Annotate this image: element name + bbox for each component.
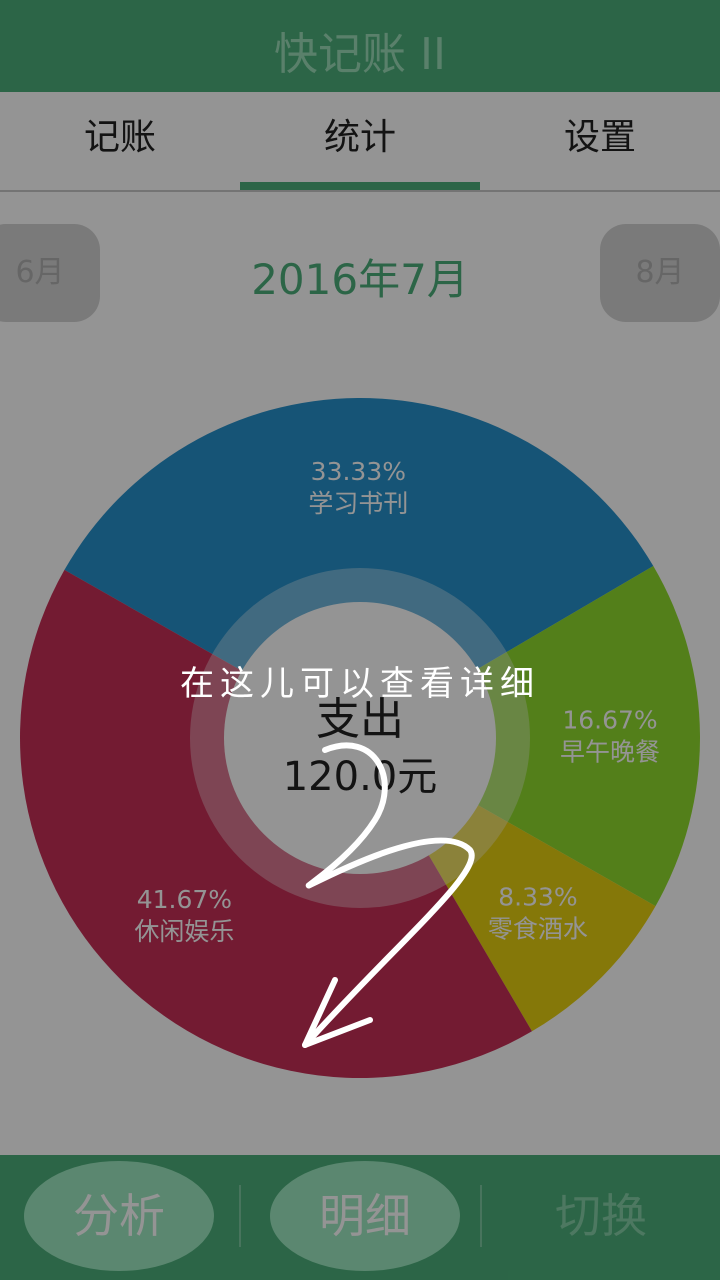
pie-center-total: 120.0元 <box>283 754 438 800</box>
bottom-separator <box>480 1185 482 1247</box>
analyze-button[interactable]: 分析 <box>24 1161 214 1271</box>
pie-center-label: 支出 <box>316 694 404 745</box>
pie-slice-percent: 33.33% <box>311 457 406 486</box>
tabs-divider <box>0 190 720 192</box>
pie-slice[interactable] <box>64 398 654 738</box>
pie-slice-category: 学习书刊 <box>308 489 408 518</box>
pie-slice-category: 零食酒水 <box>488 915 588 944</box>
tab-indicator <box>240 182 480 190</box>
next-month-button[interactable]: 8月 <box>600 224 720 322</box>
switch-button[interactable]: 切换 <box>555 1189 647 1243</box>
pie-center-hole[interactable] <box>224 602 496 874</box>
tab-record[interactable]: 记账 <box>83 117 156 158</box>
pie-slice-category: 早午晚餐 <box>560 737 660 766</box>
pie-slice-category: 休闲娱乐 <box>134 917 234 946</box>
title-bar: 快记账 II <box>0 0 720 92</box>
app-title: 快记账 II <box>274 29 446 80</box>
pie-slice-percent: 8.33% <box>498 883 577 912</box>
expense-pie-chart[interactable]: 支出 120.0元 33.33% 学习书刊 16.67% 早午晚餐 8.33% 零食酒水 4… <box>20 398 700 1078</box>
bottom-separator <box>239 1185 241 1247</box>
guide-arrow-icon <box>302 742 475 1048</box>
bottom-bar: 分析 明细 切换 <box>0 1155 720 1280</box>
tab-settings[interactable]: 设置 <box>563 117 636 158</box>
prev-month-button[interactable]: 6月 <box>0 224 100 322</box>
guide-hint-text: 在这儿可以查看详细 <box>180 664 540 704</box>
detail-button[interactable]: 明细 <box>270 1161 460 1271</box>
tab-statistics[interactable]: 统计 <box>323 117 396 158</box>
tab-bar: 记账 统计 设置 <box>0 92 720 192</box>
pie-slice-percent: 16.67% <box>562 705 657 734</box>
pie-slice-percent: 41.67% <box>137 885 232 914</box>
pie-slice[interactable] <box>360 566 700 907</box>
current-month-title: 2016年7月 <box>251 255 469 304</box>
